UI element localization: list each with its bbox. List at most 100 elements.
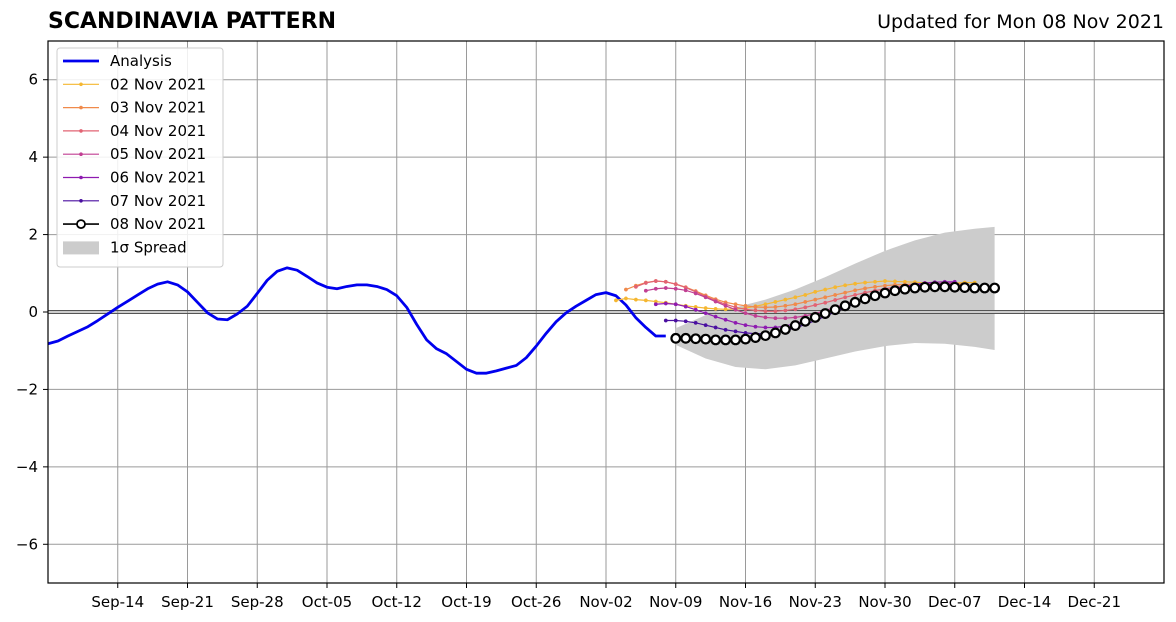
series-point (899, 283, 911, 295)
series-point (853, 293, 858, 297)
legend-box (56, 47, 224, 268)
series-point (783, 316, 788, 321)
series-point (853, 281, 858, 286)
series-point (793, 295, 798, 300)
x-tick-label: Dec-07 (928, 593, 982, 611)
series-point (710, 334, 722, 346)
series-point (643, 281, 648, 285)
series-point (760, 330, 771, 342)
x-tick-label: Oct-05 (302, 593, 352, 611)
x-tick-label: Oct-12 (372, 593, 422, 611)
series-point (733, 307, 738, 312)
x-tick-label: Nov-16 (719, 593, 772, 611)
series-point (793, 302, 798, 307)
series-point (693, 307, 698, 312)
series-point (623, 296, 628, 301)
series-point (633, 297, 638, 302)
legend-item: 03 Nov 2021 (63, 99, 206, 117)
series-point (700, 333, 712, 345)
legend-item: Analysis (63, 52, 172, 70)
series-point (720, 334, 731, 346)
series-point (643, 288, 648, 293)
series-point (833, 293, 838, 297)
series-point (703, 295, 708, 300)
series-point (730, 334, 741, 346)
y-tick-label: 4 (28, 148, 38, 166)
series-point (733, 329, 738, 334)
series-point (859, 293, 871, 305)
series-point (663, 279, 668, 284)
series-point (713, 299, 718, 304)
series-point (869, 290, 881, 302)
series-point (693, 320, 698, 325)
x-tick-label: Nov-02 (579, 593, 632, 611)
series-point (819, 308, 831, 319)
series-point (863, 280, 868, 285)
series-point (743, 311, 748, 316)
axes: Sep-14 Sep-21 Sep-28 Oct-05 Oct-12 Oct-19 Oct-… (16, 40, 1165, 611)
legend-item: 05 Nov 2021 (63, 145, 206, 163)
series-point (670, 332, 682, 344)
legend-marker (79, 129, 83, 133)
series-point (799, 315, 811, 327)
series-point (793, 307, 798, 312)
series-point (843, 283, 848, 288)
series-point (803, 299, 808, 304)
series-point (763, 315, 768, 320)
series-point (863, 286, 868, 291)
series-point (833, 285, 838, 290)
series-point (889, 285, 901, 297)
series-point (753, 313, 758, 318)
series-point (673, 286, 678, 291)
series-point (753, 305, 758, 309)
zero-line (48, 310, 1164, 314)
legend-label: Analysis (110, 52, 172, 70)
series-point (663, 318, 668, 323)
series-point (683, 304, 688, 309)
series-point (743, 303, 748, 308)
x-tick-label: Nov-23 (789, 593, 842, 611)
chart-subtitle: Updated for Mon 08 Nov 2021 (877, 11, 1164, 33)
series-point (823, 295, 828, 300)
series-point (673, 318, 678, 323)
series-point (653, 279, 658, 283)
series-point (683, 288, 688, 293)
chart-title: SCANDINAVIA PATTERN (48, 9, 337, 34)
legend-item: 06 Nov 2021 (63, 169, 206, 187)
series-point (849, 296, 861, 308)
series-point (743, 323, 748, 328)
series-point (723, 303, 728, 308)
legend-item: 07 Nov 2021 (63, 192, 206, 210)
series-point (763, 309, 768, 314)
x-tick-label: Dec-21 (1067, 593, 1121, 611)
x-tick-label: Oct-19 (441, 593, 491, 611)
series-point (743, 307, 748, 312)
x-tick-label: Nov-30 (858, 593, 911, 611)
series-point (690, 333, 702, 345)
series-point (750, 332, 761, 343)
legend-marker (79, 152, 83, 156)
series-point (673, 282, 678, 287)
series-point (989, 282, 1001, 294)
series-point (614, 298, 618, 303)
series-point (853, 288, 858, 293)
series-point (713, 314, 718, 319)
series-point (663, 301, 668, 306)
series-point (723, 327, 728, 332)
series-point (843, 295, 848, 300)
y-tick-label: −4 (16, 458, 38, 476)
series-point (703, 323, 708, 328)
legend-marker (79, 82, 83, 87)
legend-label: 04 Nov 2021 (110, 122, 206, 140)
series-point (653, 286, 658, 291)
series-point (753, 308, 758, 313)
y-tick-label: −6 (16, 535, 38, 553)
series-point (833, 298, 838, 302)
series-point (680, 332, 692, 344)
series-point (939, 281, 951, 293)
series-point (929, 281, 941, 293)
legend-marker (79, 105, 83, 110)
legend-item: 1σ Spread (63, 238, 187, 256)
y-tick-label: 6 (28, 71, 38, 89)
